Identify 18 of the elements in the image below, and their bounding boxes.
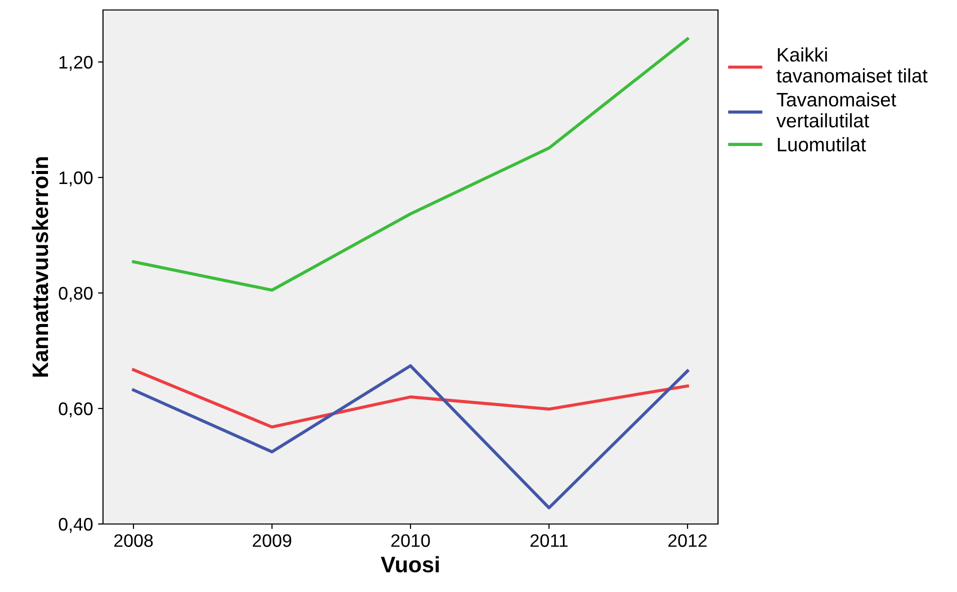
x-tick-label: 2010 bbox=[391, 534, 430, 547]
line-series bbox=[132, 37, 690, 292]
x-axis-title: Vuosi bbox=[380, 556, 439, 572]
legend-label: Luomutilat bbox=[778, 137, 866, 152]
x-tick-label: 2011 bbox=[530, 534, 568, 547]
y-tick-label: 0,60 bbox=[58, 402, 93, 418]
x-tick-label: 2009 bbox=[252, 534, 292, 547]
legend-label: Tavanomaiset vertailutilat bbox=[776, 92, 896, 128]
line-series bbox=[132, 364, 690, 510]
x-tick-label: 2012 bbox=[668, 534, 707, 547]
legend-label: Kaikki tavanomaiset tilat bbox=[776, 47, 928, 83]
y-tick-label: 1,20 bbox=[60, 56, 93, 71]
line-series bbox=[132, 368, 690, 429]
y-tick-label: 0,80 bbox=[58, 286, 93, 302]
y-tick-label: 1,00 bbox=[60, 171, 93, 186]
y-tick-label: 0,40 bbox=[58, 518, 93, 533]
x-tick-label: 2008 bbox=[114, 534, 153, 547]
y-axis-title: Kannattavuuskerroin bbox=[32, 157, 48, 377]
